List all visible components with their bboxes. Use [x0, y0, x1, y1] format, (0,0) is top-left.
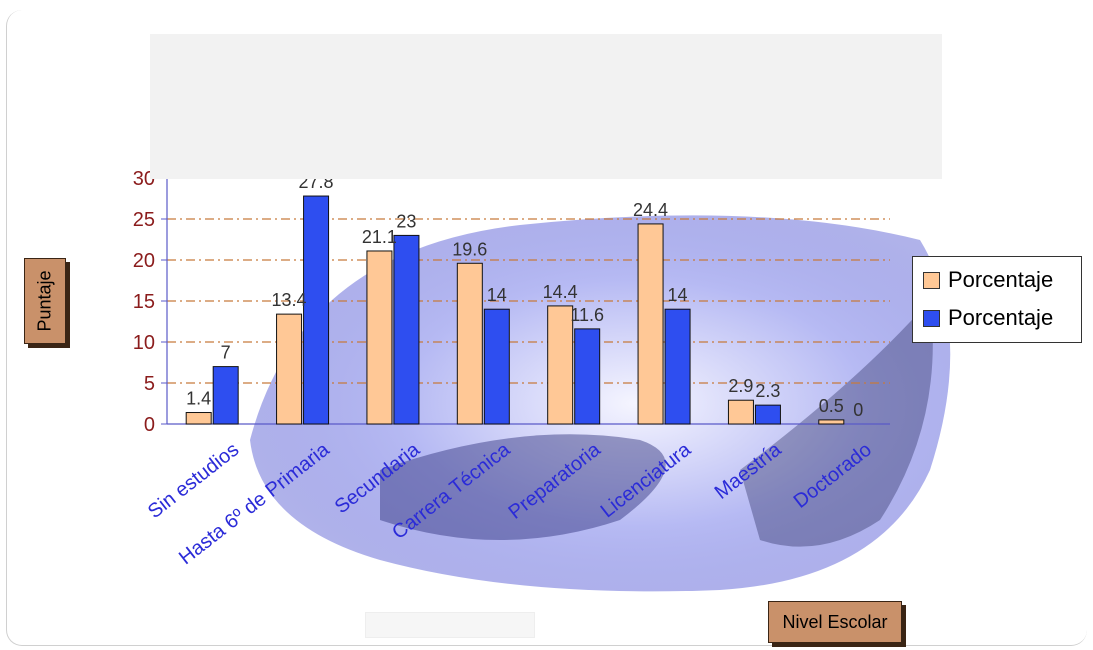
- data-label: 14.4: [543, 282, 578, 302]
- bar: [818, 419, 845, 425]
- bar: [547, 305, 574, 425]
- bar: [276, 313, 303, 425]
- data-label: 23: [396, 211, 416, 231]
- bar: [303, 195, 330, 425]
- legend-item-series-2: Porcentaje: [923, 303, 1053, 333]
- bar: [185, 412, 212, 425]
- data-label: 14: [668, 285, 688, 305]
- bar: [754, 404, 781, 425]
- legend-swatch-series-2: [923, 309, 940, 327]
- data-label: 7: [221, 343, 231, 363]
- legend-label-series-1: Porcentaje: [948, 267, 1054, 292]
- faint-label-box: [365, 612, 535, 638]
- bars: [185, 195, 845, 425]
- data-label: 2.3: [755, 381, 780, 401]
- y-tick-label: 5: [144, 373, 155, 395]
- y-tick-label: 25: [133, 209, 155, 231]
- bar: [483, 308, 510, 425]
- legend-label-series-2: Porcentaje: [948, 305, 1054, 330]
- data-label: 1.4: [186, 389, 211, 409]
- bar: [212, 366, 239, 425]
- data-label: 2.9: [728, 376, 753, 396]
- y-axis-label-box: Puntaje: [24, 258, 66, 344]
- legend-swatch-series-1: [923, 271, 940, 289]
- bar: [637, 223, 664, 425]
- y-tick-label: 30: [133, 168, 155, 190]
- bar: [393, 234, 420, 425]
- y-tick-label: 0: [144, 414, 155, 436]
- bar: [366, 250, 393, 425]
- data-label: 0.5: [819, 396, 844, 416]
- bar: [727, 399, 754, 425]
- data-label: 0: [853, 400, 863, 420]
- data-label: 24.4: [633, 200, 668, 220]
- title-area: [150, 34, 942, 179]
- bar: [456, 262, 483, 425]
- y-tick-label: 15: [133, 291, 155, 313]
- x-axis-label: Nivel Escolar: [782, 611, 888, 632]
- data-label: 19.6: [452, 239, 487, 259]
- x-axis-label-box: Nivel Escolar: [768, 601, 902, 643]
- bar: [574, 328, 601, 425]
- legend: Porcentaje Porcentaje: [912, 256, 1082, 343]
- y-tick-label: 10: [133, 332, 155, 354]
- y-tick-labels: 0 5 10 15 20 25 30: [133, 168, 155, 436]
- y-tick-label: 20: [133, 250, 155, 272]
- chart-frame: [6, 10, 1087, 646]
- data-label: 11.6: [570, 305, 604, 325]
- legend-item-series-1: Porcentaje: [923, 265, 1053, 295]
- data-label: 21.1: [362, 227, 397, 247]
- data-label: 14: [487, 285, 507, 305]
- y-axis-label: Puntaje: [34, 270, 55, 332]
- data-label: 13.4: [272, 290, 307, 310]
- bar: [664, 308, 691, 425]
